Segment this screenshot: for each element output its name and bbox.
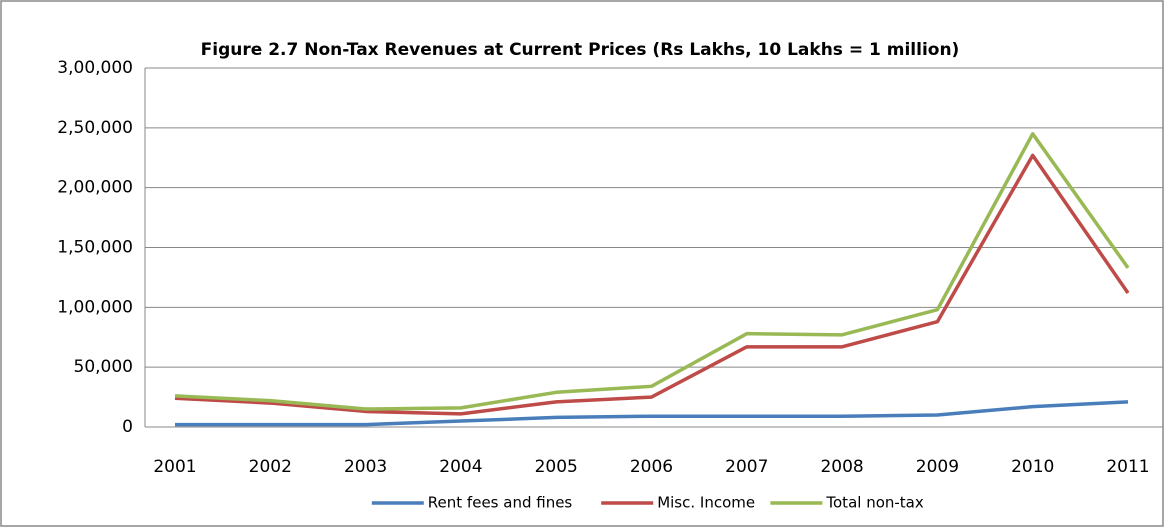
series-line bbox=[174, 153, 1130, 416]
x-tick-label: 2011 bbox=[1106, 457, 1149, 477]
series-line bbox=[175, 400, 1129, 427]
x-tick-label: 2003 bbox=[344, 457, 387, 477]
x-tick-label: 2005 bbox=[535, 457, 578, 477]
y-tick-label: 1,00,000 bbox=[57, 297, 133, 317]
x-tick-label: 2001 bbox=[153, 457, 196, 477]
y-tick-label: 0 bbox=[122, 417, 133, 437]
y-tick-label: 3,00,000 bbox=[57, 58, 133, 78]
y-tick-label: 1,50,000 bbox=[57, 238, 133, 258]
x-tick-label: 2006 bbox=[630, 457, 673, 477]
y-tick-label: 50,000 bbox=[74, 357, 133, 377]
x-tick-label: 2010 bbox=[1011, 457, 1054, 477]
legend-label: Misc. Income bbox=[657, 494, 755, 512]
legend-label: Total non-tax bbox=[825, 494, 923, 512]
y-tick-label: 2,50,000 bbox=[57, 118, 133, 138]
x-tick-label: 2004 bbox=[439, 457, 482, 477]
x-tick-label: 2009 bbox=[916, 457, 959, 477]
x-tick-label: 2007 bbox=[725, 457, 768, 477]
legend-label: Rent fees and fines bbox=[428, 494, 573, 512]
y-tick-label: 2,00,000 bbox=[57, 178, 133, 198]
series-line bbox=[174, 132, 1130, 411]
x-tick-label: 2002 bbox=[249, 457, 292, 477]
chart-title: Figure 2.7 Non-Tax Revenues at Current P… bbox=[201, 40, 960, 60]
x-tick-label: 2008 bbox=[820, 457, 863, 477]
